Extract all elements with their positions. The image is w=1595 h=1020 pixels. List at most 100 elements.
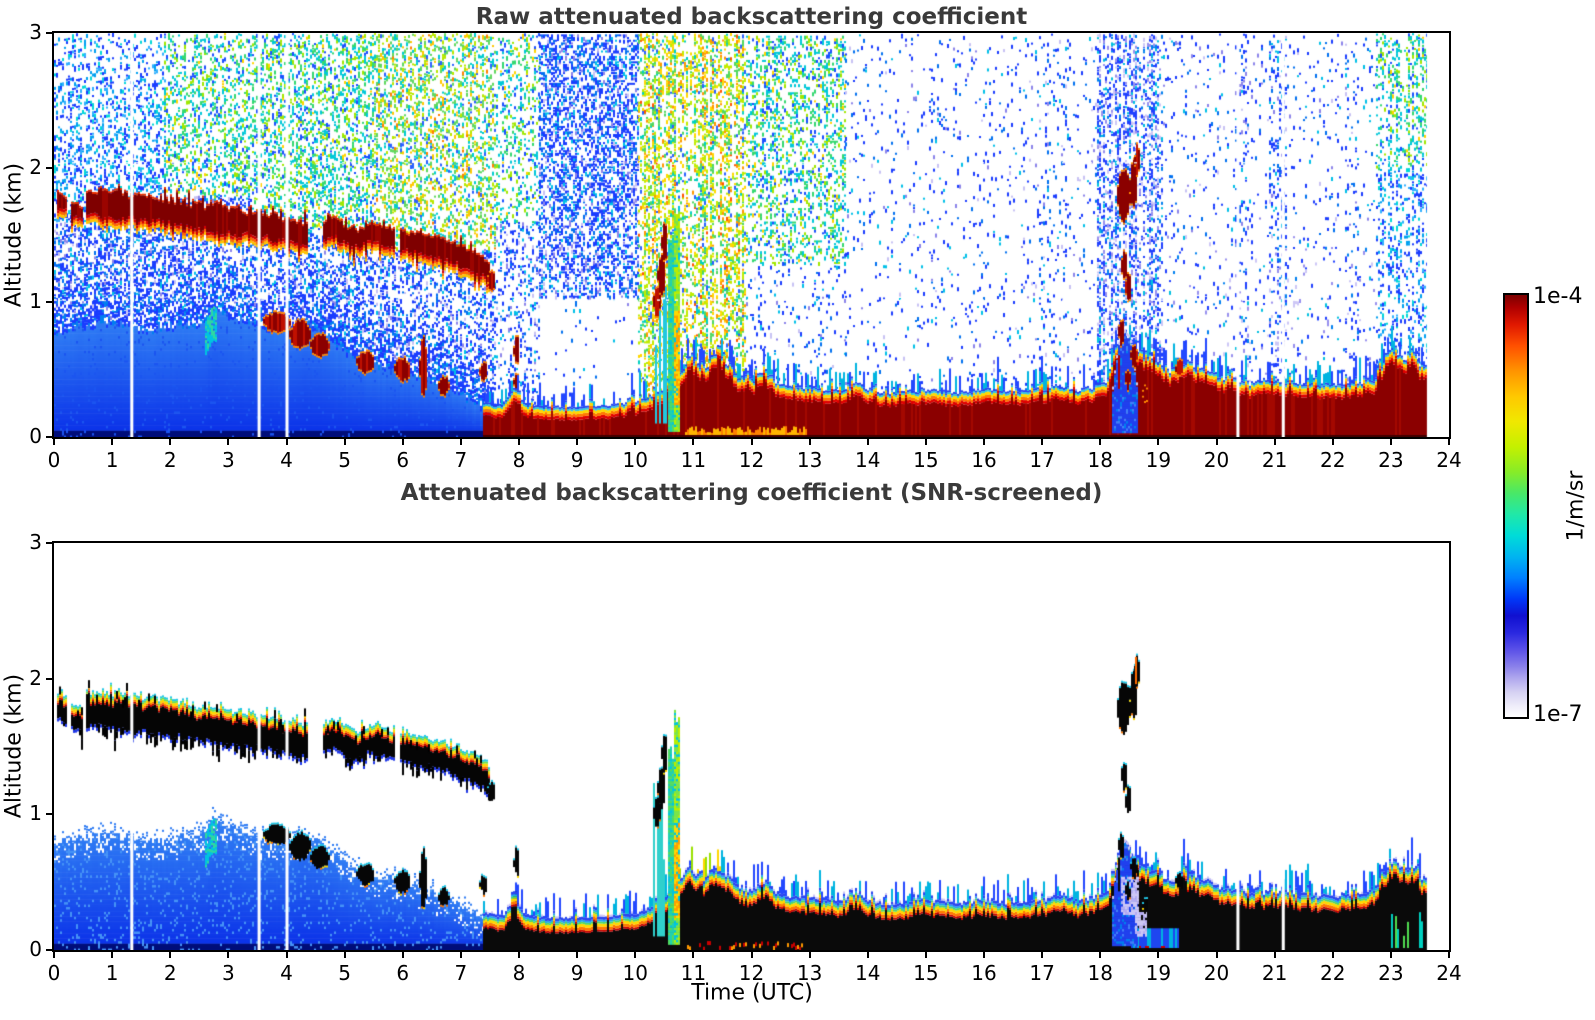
raw-panel-title: Raw attenuated backscattering coefficien…	[475, 4, 1028, 30]
x-tick-mark	[1331, 439, 1334, 445]
y-tick-mark	[46, 677, 52, 680]
x-tick-mark	[53, 439, 55, 445]
colorbar-max-label: 1e-4	[1533, 284, 1583, 309]
x-tick-mark	[924, 952, 927, 958]
y-tick-mark	[46, 166, 52, 169]
x-tick-mark	[518, 952, 520, 958]
x-tick-label: 4	[280, 961, 293, 985]
x-tick-mark	[459, 952, 462, 958]
x-tick-label: 4	[280, 448, 293, 472]
x-tick-mark	[983, 952, 985, 958]
y-tick-label: 1	[29, 801, 42, 826]
x-tick-mark	[285, 439, 288, 445]
x-tick-mark	[1389, 439, 1392, 445]
x-tick-label: 16	[971, 961, 997, 985]
x-tick-mark	[227, 439, 230, 445]
x-tick-label: 23	[1378, 448, 1404, 472]
y-tick-label: 2	[29, 665, 42, 690]
y-tick-label: 0	[29, 424, 42, 448]
x-tick-mark	[808, 952, 811, 958]
x-tick-mark	[169, 952, 172, 958]
y-tick-mark	[46, 542, 52, 544]
x-tick-label: 2	[163, 961, 177, 985]
x-tick-mark	[1215, 952, 1218, 958]
x-tick-label: 15	[913, 448, 939, 472]
y-tick-mark	[46, 436, 52, 438]
x-tick-label: 6	[396, 448, 410, 472]
x-tick-mark	[169, 439, 172, 445]
y-tick-label: 1	[29, 289, 42, 314]
x-tick-mark	[634, 439, 637, 445]
x-tick-label: 24	[1436, 448, 1462, 472]
x-tick-mark	[1157, 439, 1160, 445]
x-tick-label: 22	[1320, 961, 1346, 985]
x-tick-mark	[459, 439, 462, 445]
x-tick-label: 21	[1261, 448, 1288, 472]
x-tick-mark	[634, 952, 637, 958]
x-tick-mark	[111, 439, 114, 445]
x-tick-label: 8	[512, 448, 526, 472]
x-tick-label: 7	[454, 448, 468, 472]
x-tick-mark	[750, 439, 753, 445]
colorbar-unit-label: 1/m/sr	[1563, 470, 1589, 542]
x-tick-label: 9	[570, 448, 584, 472]
x-tick-mark	[1157, 952, 1160, 958]
x-tick-mark	[53, 952, 55, 958]
x-tick-label: 0	[47, 448, 61, 472]
x-tick-mark	[576, 952, 579, 958]
x-tick-label: 2	[163, 448, 177, 472]
y-tick-label: 3	[29, 530, 42, 554]
x-tick-mark	[285, 952, 288, 958]
x-tick-mark	[866, 439, 869, 445]
x-tick-mark	[1215, 439, 1218, 445]
x-tick-label: 10	[622, 448, 648, 472]
x-tick-label: 1	[105, 961, 119, 985]
x-tick-label: 0	[47, 961, 61, 985]
x-tick-label: 5	[338, 961, 351, 985]
x-tick-mark	[924, 439, 927, 445]
x-tick-mark	[518, 439, 520, 445]
x-tick-label: 11	[680, 448, 707, 472]
y-tick-mark	[46, 813, 52, 816]
colorbar-gradient	[1505, 295, 1527, 717]
x-tick-mark	[576, 439, 579, 445]
x-tick-mark	[750, 952, 753, 958]
x-tick-label: 21	[1261, 961, 1288, 985]
x-tick-mark	[1331, 952, 1334, 958]
x-tick-label: 14	[855, 448, 881, 472]
x-tick-mark	[1041, 439, 1044, 445]
x-tick-label: 18	[1087, 448, 1113, 472]
x-tick-mark	[1099, 952, 1102, 958]
x-tick-mark	[983, 439, 985, 445]
x-tick-mark	[227, 952, 230, 958]
x-tick-label: 18	[1087, 961, 1113, 985]
x-tick-label: 12	[738, 961, 765, 985]
x-tick-label: 16	[971, 448, 997, 472]
x-tick-label: 3	[222, 961, 235, 985]
x-tick-label: 24	[1436, 961, 1462, 985]
colorbar-min-label: 1e-7	[1533, 702, 1583, 727]
x-tick-label: 13	[796, 961, 823, 985]
x-tick-label: 3	[222, 448, 235, 472]
x-tick-label: 5	[338, 448, 351, 472]
y-tick-label: 0	[29, 937, 42, 961]
x-tick-label: 11	[680, 961, 707, 985]
x-tick-mark	[1448, 952, 1450, 958]
x-tick-label: 19	[1145, 448, 1172, 472]
x-tick-label: 6	[396, 961, 410, 985]
x-tick-mark	[1273, 439, 1276, 445]
x-tick-label: 23	[1378, 961, 1404, 985]
x-tick-label: 17	[1029, 961, 1055, 985]
x-tick-mark	[866, 952, 869, 958]
colorbar	[1503, 293, 1529, 719]
x-tick-mark	[343, 439, 346, 445]
y-axis-label-bottom: Altitude (km)	[1, 673, 27, 819]
x-tick-mark	[1448, 439, 1450, 445]
y-tick-label: 2	[29, 154, 42, 179]
screened-heatmap-canvas	[54, 543, 1449, 950]
screened-panel	[52, 541, 1451, 952]
x-tick-mark	[401, 439, 404, 445]
x-tick-mark	[401, 952, 404, 958]
x-tick-label: 13	[796, 448, 823, 472]
x-tick-label: 7	[454, 961, 468, 985]
